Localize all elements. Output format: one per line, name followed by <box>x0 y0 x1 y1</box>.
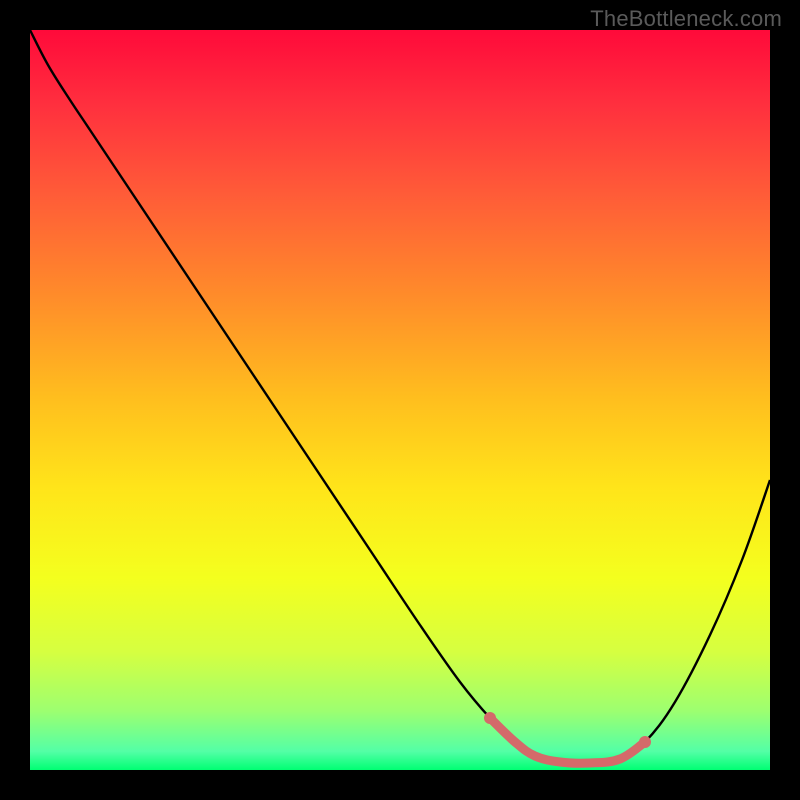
highlight-endpoint <box>484 712 496 724</box>
highlight-endpoint <box>639 736 651 748</box>
chart-container: TheBottleneck.com <box>0 0 800 800</box>
plot-area <box>30 30 770 770</box>
bottleneck-curve-chart <box>30 30 770 770</box>
watermark-text: TheBottleneck.com <box>590 6 782 32</box>
